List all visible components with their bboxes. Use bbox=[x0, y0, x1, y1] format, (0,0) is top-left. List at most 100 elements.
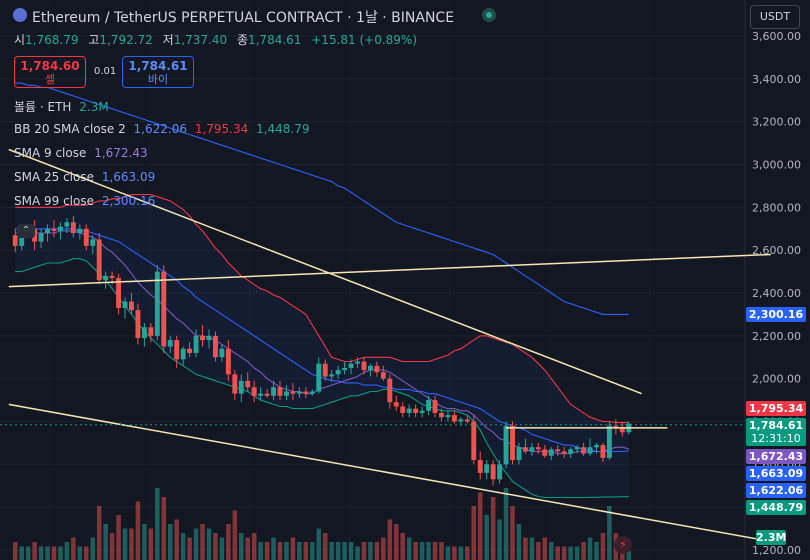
currency-button[interactable]: USDT bbox=[750, 5, 800, 29]
candle bbox=[225, 340, 231, 381]
buy-price: 1,784.61 bbox=[128, 59, 188, 73]
candle-body bbox=[51, 228, 57, 231]
candle-body bbox=[561, 451, 567, 454]
bb-lower-price-tag: 1,448.79 bbox=[746, 500, 806, 515]
bb-basis-price-tag: 1,622.06 bbox=[746, 483, 806, 498]
candle-body bbox=[490, 464, 496, 480]
candle bbox=[303, 387, 309, 398]
candle-body bbox=[154, 271, 160, 336]
sell-button[interactable]: 1,784.60 셀 bbox=[14, 56, 86, 88]
volume-bar bbox=[271, 537, 276, 560]
candle-body bbox=[277, 387, 283, 396]
candle bbox=[116, 273, 122, 315]
candle bbox=[284, 385, 289, 401]
candle bbox=[57, 222, 63, 240]
volume-bar bbox=[155, 488, 160, 560]
candle bbox=[103, 271, 109, 289]
y-tick-label: 1,200.00 bbox=[752, 544, 801, 557]
candle-body bbox=[19, 230, 25, 246]
volume-bar bbox=[51, 546, 57, 560]
candle bbox=[212, 331, 218, 362]
candles bbox=[12, 215, 632, 486]
candle-body bbox=[296, 391, 302, 394]
candle bbox=[355, 357, 360, 368]
bb-upper-price-tag: 1,795.34 bbox=[746, 401, 806, 416]
sma25-line bbox=[15, 228, 629, 453]
candle bbox=[290, 382, 296, 401]
candle-body bbox=[419, 410, 425, 413]
buy-button[interactable]: 1,784.61 바이 bbox=[122, 56, 194, 88]
high-value: 1,792.72 bbox=[99, 33, 153, 47]
candle-body bbox=[393, 402, 399, 407]
ethereum-logo-icon bbox=[13, 8, 27, 22]
candle-body bbox=[271, 387, 277, 396]
candle-body bbox=[219, 348, 225, 358]
candle-body bbox=[445, 415, 451, 418]
volume-bar bbox=[84, 546, 89, 560]
legend-sma99[interactable]: SMA 99 close 2,300.16 bbox=[14, 194, 159, 208]
candle bbox=[258, 387, 264, 401]
volume-bar bbox=[400, 533, 405, 560]
candle bbox=[38, 228, 44, 249]
candle bbox=[400, 402, 406, 418]
candle bbox=[135, 303, 141, 345]
close-value: 1,784.61 bbox=[247, 33, 302, 47]
volume-bar bbox=[148, 528, 154, 560]
volume-bar bbox=[167, 524, 173, 560]
volume-bar bbox=[387, 519, 393, 560]
candle bbox=[426, 395, 432, 416]
volume-bar bbox=[226, 524, 231, 560]
bollinger-upper-line bbox=[15, 193, 629, 424]
candle-body bbox=[451, 415, 457, 422]
volume-bar bbox=[251, 533, 257, 560]
countdown-value: 12:31:10 bbox=[751, 432, 801, 445]
candle bbox=[361, 357, 367, 375]
legend-bb-upper: 1,795.34 bbox=[194, 122, 249, 136]
candle bbox=[77, 224, 83, 240]
candle-body bbox=[316, 363, 322, 392]
candle-body bbox=[187, 348, 193, 353]
legend-sma25[interactable]: SMA 25 close 1,663.09 bbox=[14, 170, 159, 184]
candle-body bbox=[322, 363, 328, 377]
legend-bb[interactable]: BB 20 SMA close 2 1,622.06 1,795.34 1,44… bbox=[14, 122, 314, 136]
candle bbox=[83, 224, 89, 251]
volume-bar bbox=[348, 542, 354, 560]
symbol-title[interactable]: Ethereum / TetherUS PERPETUAL CONTRACT ·… bbox=[32, 10, 455, 26]
volume-bar bbox=[12, 542, 18, 560]
candle bbox=[374, 361, 380, 377]
candle-body bbox=[374, 365, 380, 373]
candle bbox=[90, 235, 96, 255]
candle bbox=[70, 215, 76, 238]
volume-bar bbox=[503, 488, 509, 560]
collapse-legend-button[interactable]: ⌃ bbox=[17, 224, 35, 238]
volume-bar bbox=[135, 501, 141, 560]
candle-body bbox=[548, 449, 554, 456]
volume-bar bbox=[406, 537, 412, 560]
candle-body bbox=[90, 239, 96, 246]
candle bbox=[200, 325, 205, 347]
candle bbox=[568, 447, 574, 458]
candle bbox=[167, 335, 173, 353]
volume-bar bbox=[432, 542, 438, 560]
candle-body bbox=[400, 406, 406, 413]
candle-body bbox=[380, 372, 386, 379]
legend-sma9[interactable]: SMA 9 close 1,672.43 bbox=[14, 146, 152, 160]
last-price-value: 1,784.61 bbox=[748, 419, 804, 432]
volume-bar bbox=[381, 537, 386, 560]
legend-volume[interactable]: 볼륨 · ETH 2.3M bbox=[14, 98, 113, 115]
lightning-icon[interactable]: ⚡ bbox=[614, 536, 632, 554]
candle-body bbox=[464, 419, 470, 422]
candle-body bbox=[342, 367, 348, 371]
candle bbox=[367, 363, 373, 377]
candle-body bbox=[116, 278, 122, 308]
candle bbox=[464, 415, 470, 424]
volume-bar bbox=[529, 537, 535, 560]
low-value: 1,737.40 bbox=[173, 33, 228, 47]
candle-body bbox=[148, 327, 154, 336]
candle bbox=[264, 389, 270, 398]
volume-bar bbox=[264, 542, 270, 560]
candle-body bbox=[426, 400, 432, 411]
candle-body bbox=[568, 449, 574, 454]
candle bbox=[232, 370, 238, 401]
